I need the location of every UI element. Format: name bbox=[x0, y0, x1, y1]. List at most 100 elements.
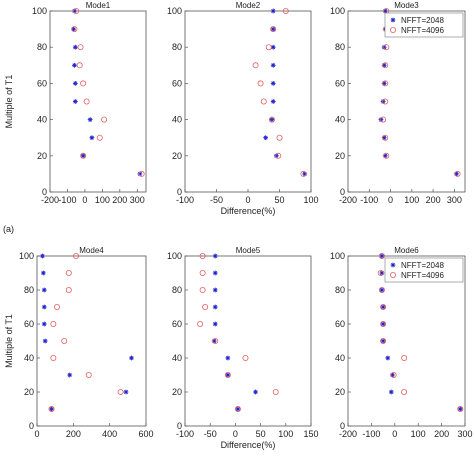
asterisk-stroke bbox=[271, 99, 276, 104]
data-point bbox=[270, 26, 276, 32]
asterisk-stroke bbox=[89, 135, 94, 140]
subplot-title: Mode3 bbox=[394, 1, 419, 10]
x-tick-label: 200 bbox=[426, 195, 441, 205]
x-tick-label: 100 bbox=[411, 429, 426, 439]
data-point bbox=[378, 252, 385, 259]
subplot-6: Mode6 -200 -100 0 100 200 300 0 20 40 60 80 100 NFFT=… bbox=[330, 246, 473, 439]
y-tick-label: 60 bbox=[24, 319, 34, 329]
x-tick-label: 100 bbox=[95, 195, 110, 205]
data-point bbox=[275, 152, 282, 159]
asterisk-stroke bbox=[381, 339, 386, 343]
plot-area bbox=[36, 255, 147, 427]
data-point bbox=[263, 135, 269, 141]
y-tick-label: 80 bbox=[172, 285, 182, 295]
asterisk-stroke bbox=[225, 373, 230, 377]
asterisk-stroke bbox=[385, 356, 390, 360]
asterisk-stroke bbox=[72, 63, 77, 68]
series-nfft-4096 bbox=[252, 7, 307, 177]
y-tick-label: 60 bbox=[172, 319, 182, 329]
data-point bbox=[212, 253, 218, 259]
data-point bbox=[270, 8, 276, 14]
asterisk-stroke bbox=[213, 271, 218, 275]
asterisk-stroke bbox=[137, 171, 142, 176]
data-point bbox=[388, 389, 394, 395]
data-point bbox=[41, 321, 47, 327]
data-point bbox=[129, 355, 134, 361]
y-tick-label: 20 bbox=[24, 387, 34, 397]
y-tick-label: 80 bbox=[335, 42, 345, 52]
y-tick-label: 60 bbox=[37, 78, 47, 88]
asterisk-stroke bbox=[379, 288, 384, 292]
figure-label: (a) bbox=[3, 224, 14, 234]
series-nfft-2048 bbox=[71, 8, 143, 177]
y-tick-label: 40 bbox=[335, 353, 345, 363]
legend-label: NFFT=4096 bbox=[401, 26, 444, 35]
legend-marker bbox=[389, 26, 396, 33]
x-axis-label: Difference(%) bbox=[221, 206, 276, 216]
data-point bbox=[87, 117, 93, 122]
x-tick-label: 300 bbox=[130, 195, 145, 205]
y-tick-label: 60 bbox=[172, 78, 182, 88]
y-tick-label: 20 bbox=[172, 151, 182, 161]
data-point bbox=[270, 81, 276, 86]
asterisk-stroke bbox=[379, 254, 384, 258]
data-point bbox=[269, 117, 275, 122]
asterisk-stroke bbox=[213, 305, 218, 309]
subplot-title: Mode6 bbox=[394, 246, 419, 255]
plot-area bbox=[347, 255, 466, 427]
data-point bbox=[377, 269, 384, 276]
data-point bbox=[401, 354, 408, 361]
legend-label: NFFT=4096 bbox=[401, 271, 444, 280]
series-nfft-4096 bbox=[377, 252, 464, 412]
y-tick-label: 0 bbox=[29, 421, 34, 431]
subplot-4: Mode4 0 200 400 600 0 20 40 60 80 100 Multiple of T… bbox=[4, 246, 154, 439]
y-tick-label: 0 bbox=[340, 187, 345, 197]
data-point bbox=[390, 371, 397, 378]
x-tick-label: -50 bbox=[204, 429, 217, 439]
asterisk-stroke bbox=[389, 390, 394, 394]
x-tick-label: 0 bbox=[388, 195, 393, 205]
data-point bbox=[300, 170, 307, 177]
series-nfft-2048 bbox=[211, 253, 258, 412]
data-point bbox=[40, 270, 46, 276]
subplot-title: Mode4 bbox=[79, 246, 104, 255]
asterisk-stroke bbox=[225, 356, 230, 360]
y-tick-label: 20 bbox=[335, 151, 345, 161]
data-point bbox=[101, 116, 108, 123]
data-point bbox=[49, 406, 54, 412]
asterisk-stroke bbox=[129, 356, 134, 360]
data-point bbox=[225, 355, 231, 361]
data-point bbox=[242, 354, 249, 361]
asterisk-stroke bbox=[42, 288, 47, 292]
data-point bbox=[212, 321, 218, 327]
asterisk-stroke bbox=[213, 254, 218, 258]
data-point bbox=[199, 252, 206, 259]
y-tick-label: 20 bbox=[37, 151, 47, 161]
y-tick-label: 40 bbox=[24, 353, 34, 363]
data-point bbox=[380, 304, 386, 310]
data-point bbox=[380, 116, 387, 123]
legend-box bbox=[384, 257, 464, 283]
plot-area bbox=[347, 10, 466, 193]
asterisk-stroke bbox=[378, 117, 383, 122]
series-nfft-4096 bbox=[48, 252, 124, 412]
data-point bbox=[80, 153, 86, 159]
data-point bbox=[72, 81, 78, 86]
y-tick-label: 0 bbox=[340, 421, 345, 431]
y-tick-label: 0 bbox=[177, 421, 182, 431]
asterisk-stroke bbox=[271, 9, 276, 13]
x-tick-label: 300 bbox=[457, 429, 472, 439]
data-point bbox=[457, 405, 464, 412]
y-tick-label: 80 bbox=[172, 42, 182, 52]
y-tick-label: 80 bbox=[37, 42, 47, 52]
asterisk-stroke bbox=[42, 322, 47, 326]
plot-area bbox=[184, 10, 312, 193]
asterisk-stroke bbox=[391, 263, 395, 267]
data-point bbox=[202, 303, 209, 310]
x-tick-label: 50 bbox=[274, 195, 284, 205]
y-tick-label: 80 bbox=[335, 285, 345, 295]
x-tick-label: -100 bbox=[176, 195, 194, 205]
x-tick-label: -100 bbox=[176, 429, 194, 439]
